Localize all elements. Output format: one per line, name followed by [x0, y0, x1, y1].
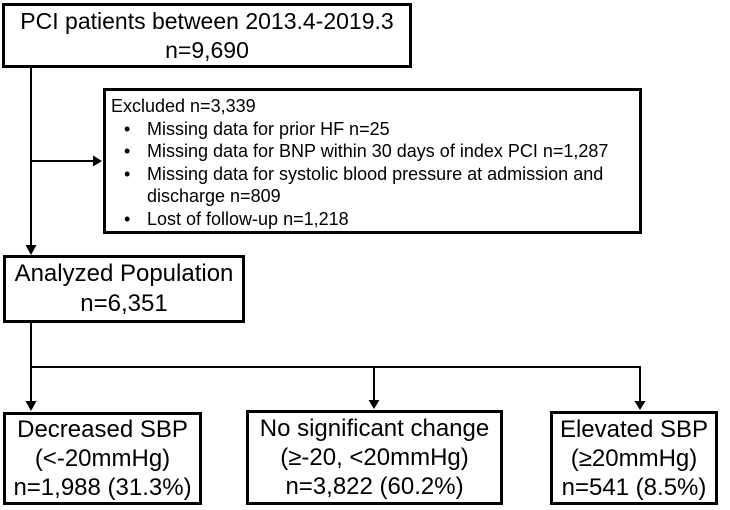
- elevated-sbp-title: Elevated SBP: [559, 415, 709, 443]
- pci-patients-title: PCI patients between 2013.4-2019.3: [20, 7, 394, 34]
- elevated-sbp-range: (≥20mmHg): [570, 444, 698, 472]
- excluded-reason-item: Missing data for prior HF n=25: [111, 118, 633, 141]
- decreased-sbp-title: Decreased SBP: [17, 416, 188, 443]
- arrow-to-excluded: [30, 155, 102, 167]
- analyzed-population-title: Analyzed Population: [14, 260, 234, 287]
- excluded-reason-list: Missing data for prior HF n=25 Missing d…: [111, 118, 633, 231]
- no-change-title: No significant change: [259, 415, 490, 442]
- excluded-title: Excluded n=3,339: [111, 96, 256, 116]
- analyzed-population-count: n=6,351: [80, 290, 168, 317]
- arrow-analyzed-branch: [25, 323, 646, 411]
- no-change-range: (≥-20, <20mmHg): [280, 444, 469, 471]
- box-no-significant-change: No significant change (≥-20, <20mmHg) n=…: [246, 410, 503, 505]
- excluded-reason-item: Lost of follow-up n=1,218: [111, 208, 633, 231]
- arrow-top-to-analyzed: [25, 68, 37, 255]
- box-elevated-sbp: Elevated SBP (≥20mmHg) n=541 (8.5%): [550, 411, 718, 505]
- decreased-sbp-count: n=1,988 (31.3%): [13, 474, 192, 501]
- decreased-sbp-range: (<-20mmHg): [34, 445, 171, 472]
- box-analyzed-population: Analyzed Population n=6,351: [3, 255, 245, 323]
- excluded-reason-item: Missing data for systolic blood pressure…: [111, 163, 633, 208]
- elevated-sbp-count: n=541 (8.5%): [561, 473, 707, 501]
- box-decreased-sbp: Decreased SBP (<-20mmHg) n=1,988 (31.3%): [3, 412, 202, 505]
- box-pci-patients: PCI patients between 2013.4-2019.3 n=9,6…: [2, 3, 412, 68]
- box-excluded: Excluded n=3,339 Missing data for prior …: [103, 88, 642, 234]
- excluded-reason-item: Missing data for BNP within 30 days of i…: [111, 140, 633, 163]
- no-change-count: n=3,822 (60.2%): [285, 473, 464, 500]
- pci-patients-count: n=9,690: [165, 36, 249, 63]
